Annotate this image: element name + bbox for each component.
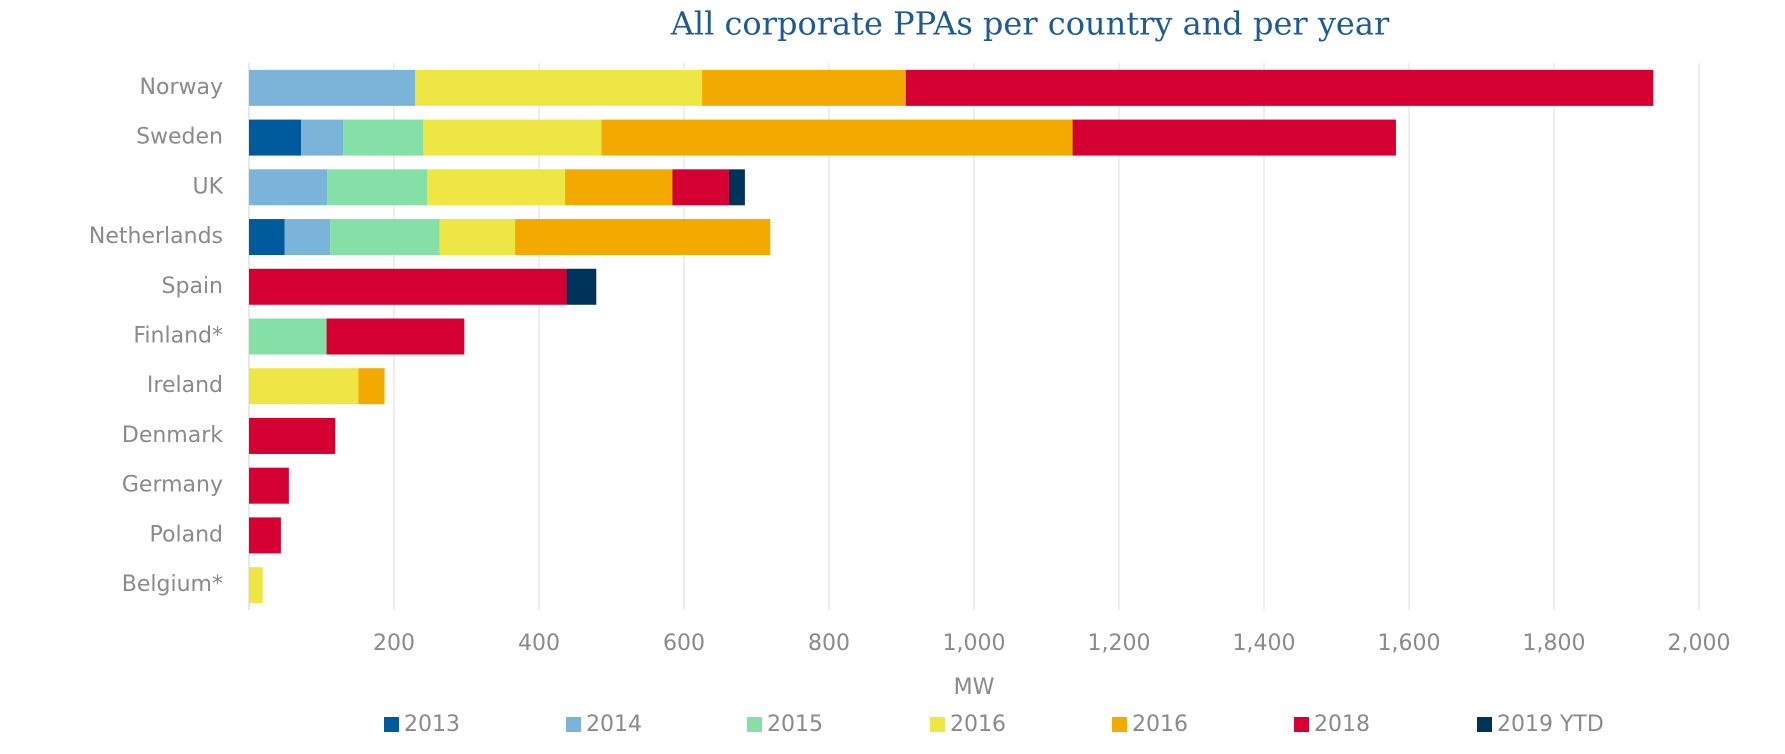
y-tick-label: Spain <box>162 274 223 299</box>
x-axis-label: MW <box>954 675 995 700</box>
legend-swatch <box>566 717 581 732</box>
y-tick-label: Netherlands <box>89 224 223 249</box>
bar-segment <box>301 119 344 156</box>
legend-swatch <box>747 717 762 732</box>
x-tick-label: 1,400 <box>1233 631 1296 656</box>
bar-segment <box>566 268 597 305</box>
bar-segment <box>1072 119 1396 156</box>
bar-segment <box>515 219 771 256</box>
bar-segment <box>565 169 673 206</box>
legend-label: 2015 <box>767 712 823 737</box>
x-tick-label: 400 <box>518 631 560 656</box>
x-tick-label: 600 <box>663 631 705 656</box>
legend-label: 2014 <box>586 712 642 737</box>
x-tick-label: 800 <box>808 631 850 656</box>
bar-segment <box>343 119 423 156</box>
bar-segment <box>249 368 359 405</box>
bar-segment <box>249 69 416 106</box>
bar-segment <box>249 119 302 156</box>
x-tick-label: 1,600 <box>1378 631 1441 656</box>
y-tick-label: Ireland <box>147 373 223 398</box>
y-tick-label: Poland <box>150 522 223 547</box>
bar-segment <box>249 219 285 256</box>
legend-swatch <box>930 717 945 732</box>
bar-segment <box>249 318 327 355</box>
bar-segment <box>249 169 328 206</box>
chart-title: All corporate PPAs per country and per y… <box>670 5 1390 43</box>
x-tick-label: 1,800 <box>1523 631 1586 656</box>
legend-label: 2016 <box>950 712 1006 737</box>
legend-label: 2013 <box>404 712 460 737</box>
bar-segment <box>249 268 567 305</box>
x-tick-label: 1,200 <box>1088 631 1151 656</box>
bar-segment <box>702 69 906 106</box>
x-tick-label: 1,000 <box>943 631 1006 656</box>
bar-segment <box>728 169 745 206</box>
x-tick-label: 200 <box>373 631 415 656</box>
legend-swatch <box>384 717 399 732</box>
bar-segment <box>249 417 336 454</box>
y-tick-label: Belgium* <box>122 572 223 597</box>
legend-label: 2018 <box>1314 712 1370 737</box>
bar-segment <box>330 219 440 256</box>
bar-segment <box>672 169 729 206</box>
bar-segment <box>423 119 602 156</box>
legend-label: 2019 YTD <box>1497 712 1604 737</box>
bar-segment <box>439 219 516 256</box>
y-tick-label: Denmark <box>122 423 223 448</box>
y-tick-label: Sweden <box>136 125 223 150</box>
bar-segment <box>249 517 281 554</box>
bar-segment <box>249 467 289 504</box>
bar-segment <box>415 69 703 106</box>
y-tick-label: Germany <box>122 473 223 498</box>
x-tick-label: 2,000 <box>1668 631 1731 656</box>
bar-segment <box>427 169 566 206</box>
legend-swatch <box>1477 717 1492 732</box>
legend-label: 2016 <box>1132 712 1188 737</box>
y-tick-label: Finland* <box>133 324 223 349</box>
bar-segment <box>905 69 1654 106</box>
legend-swatch <box>1294 717 1309 732</box>
y-tick-label: UK <box>192 174 223 199</box>
bar-segment <box>249 567 263 604</box>
bar-segment <box>358 368 385 405</box>
bar-segment <box>601 119 1073 156</box>
y-tick-label: Norway <box>140 75 223 100</box>
bar-segment <box>326 318 465 355</box>
bar-segment <box>284 219 331 256</box>
legend-swatch <box>1112 717 1127 732</box>
bar-segment <box>327 169 428 206</box>
